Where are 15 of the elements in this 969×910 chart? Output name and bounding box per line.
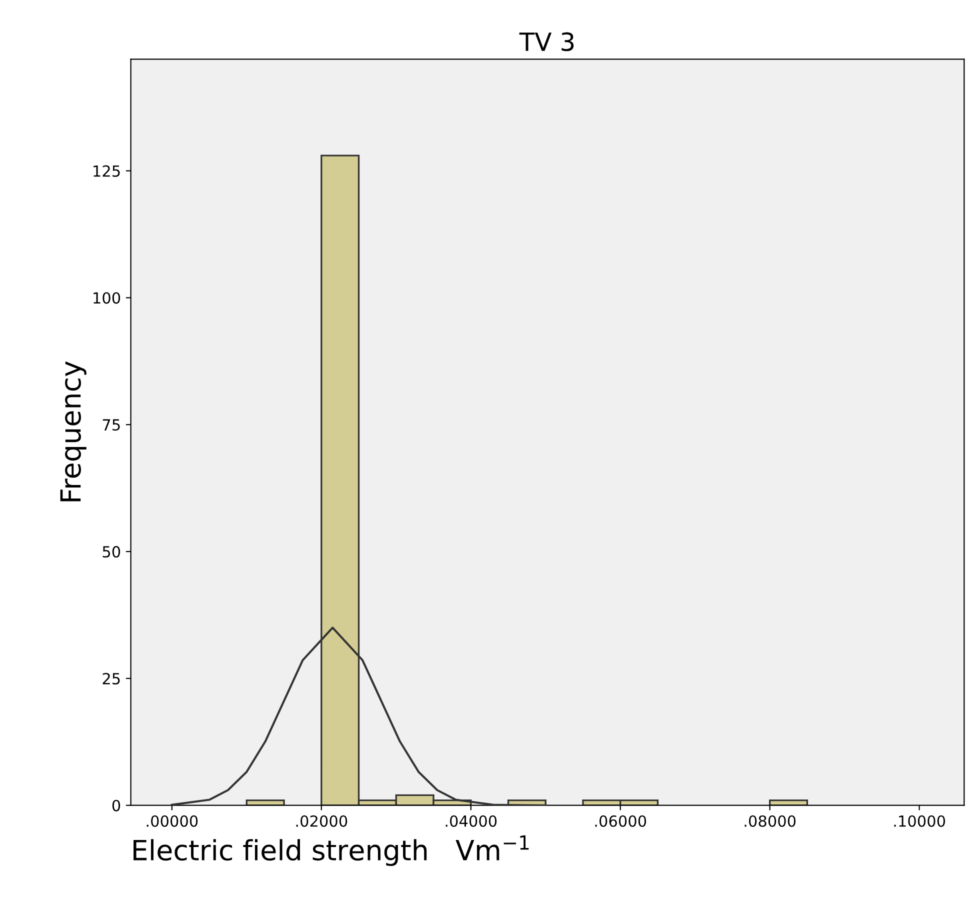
y-tick-label: 125 <box>94 165 120 177</box>
x-tick-label: .04000 <box>446 815 497 827</box>
x-tick-label: .06000 <box>595 815 646 827</box>
x-tick-label: .08000 <box>744 815 796 827</box>
y-tick-label: 50 <box>102 546 120 558</box>
y-tick-label: 0 <box>112 800 120 812</box>
x-axis-title: Electric field strength Vm$^{−1}$ <box>134 835 529 866</box>
x-tick-label: .02000 <box>296 815 348 827</box>
y-tick-label: 75 <box>102 419 120 431</box>
y-tick-label: 100 <box>94 292 120 304</box>
chart-title: TV 3 <box>519 32 574 52</box>
x-tick-label: .10000 <box>894 815 946 827</box>
x-tick-label: .00000 <box>146 815 198 827</box>
y-axis-title: Frequency <box>60 361 86 502</box>
y-tick-label: 25 <box>102 672 120 684</box>
